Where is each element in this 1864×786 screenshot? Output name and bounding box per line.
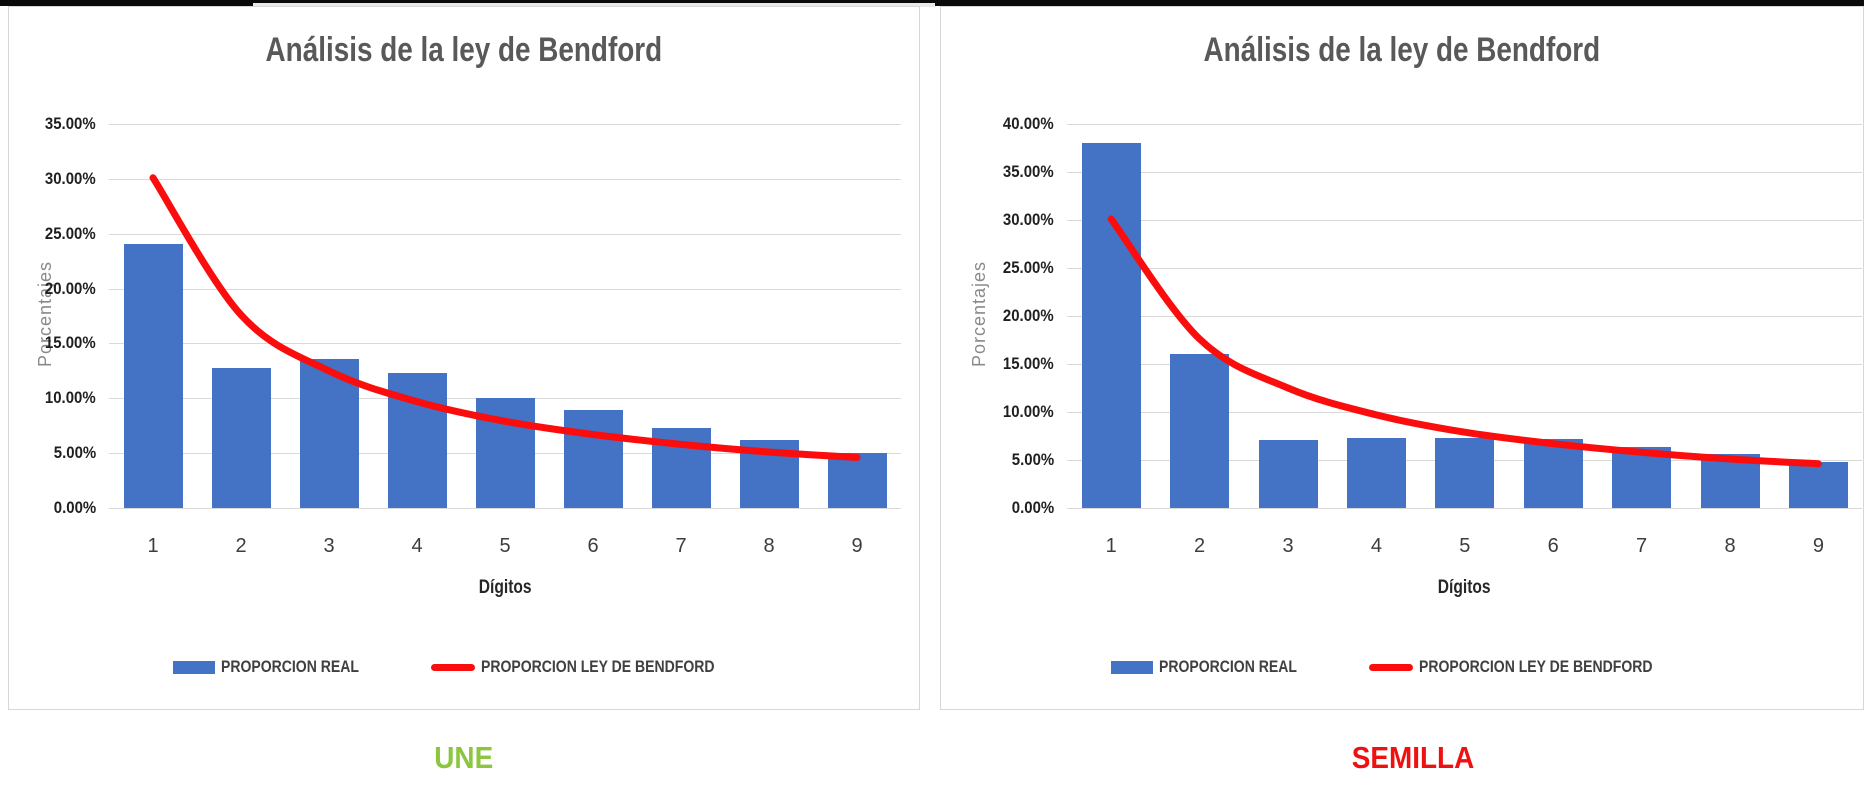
benford-line-layer <box>1107 215 1822 468</box>
caption-semilla: SEMILLA <box>1263 740 1563 776</box>
x-tick-label: 8 <box>763 535 775 557</box>
gridline <box>1067 268 1862 269</box>
legend: PROPORCION REAL PROPORCION LEY DE BENDFO… <box>941 658 1863 677</box>
x-tick-label: 1 <box>147 535 159 557</box>
gridline <box>109 178 901 180</box>
bar-digit-5 <box>1435 437 1495 508</box>
caption-une-text: UNE <box>434 740 494 775</box>
line-series-swatch <box>430 664 475 671</box>
x-tick-label: 6 <box>587 535 599 557</box>
x-axis-title-text: Dígitos <box>478 577 532 598</box>
x-tick-label: 9 <box>851 535 863 557</box>
x-tick-label: 3 <box>323 535 335 557</box>
legend-item-ley-bendford: PROPORCION LEY DE BENDFORD <box>1368 658 1694 677</box>
line-series-swatch <box>1368 664 1413 671</box>
chart-title-text: Análisis de la ley de Bendford <box>265 31 663 69</box>
y-tick-label: 35.00% <box>45 114 96 133</box>
x-tick-label: 4 <box>1370 535 1382 557</box>
y-tick-label: 40.00% <box>1003 114 1054 133</box>
bar-digit-3 <box>1258 439 1318 508</box>
x-tick-label: 6 <box>1547 535 1559 557</box>
caption-une: UNE <box>314 740 614 776</box>
x-tick-label: 5 <box>499 535 511 557</box>
chart-title-text: Análisis de la ley de Bendford <box>1203 31 1601 69</box>
bar-digit-2 <box>1170 354 1230 508</box>
y-tick-label: 20.00% <box>45 278 96 298</box>
gridline <box>1067 124 1862 125</box>
bar-digit-8 <box>739 440 799 508</box>
x-tick-label: 8 <box>1724 535 1736 557</box>
bar-series-swatch <box>1110 661 1153 674</box>
gridline <box>109 233 901 235</box>
bar-digit-1 <box>1081 143 1141 508</box>
gridline <box>1067 220 1862 221</box>
legend-label: PROPORCION REAL <box>220 658 359 676</box>
bar-digit-1 <box>123 243 183 508</box>
x-tick-label: 3 <box>1282 535 1294 557</box>
bar-digit-6 <box>563 410 623 508</box>
x-tick-label: 1 <box>1105 535 1117 557</box>
caption-semilla-text: SEMILLA <box>1351 740 1475 775</box>
y-tick-label: 0.00% <box>1011 498 1054 517</box>
y-tick-label: 25.00% <box>45 223 96 243</box>
top-bar-middle-segment <box>253 0 935 3</box>
bar-digit-8 <box>1700 454 1760 508</box>
bar-digit-9 <box>1788 461 1848 508</box>
y-tick-label: 30.00% <box>1003 210 1054 229</box>
bar-series-swatch <box>172 661 215 674</box>
bar-digit-7 <box>1612 446 1672 508</box>
legend-label: PROPORCION LEY DE BENDFORD <box>1418 658 1653 676</box>
x-tick-label: 7 <box>1636 535 1648 557</box>
x-axis-title: Dígitos <box>355 577 655 599</box>
top-bar-right-segment <box>935 0 1864 6</box>
y-tick-label: 30.00% <box>45 168 96 188</box>
bar-digit-9 <box>827 453 887 508</box>
legend-item-ley-bendford: PROPORCION LEY DE BENDFORD <box>430 658 756 677</box>
bar-digit-7 <box>651 427 711 508</box>
gridline <box>109 343 901 345</box>
y-tick-label: 5.00% <box>53 443 96 463</box>
bar-digit-5 <box>475 398 535 508</box>
y-tick-label: 10.00% <box>1003 402 1054 421</box>
top-bar-middle-light <box>253 3 935 7</box>
legend-item-proporcion-real: PROPORCION REAL <box>172 658 383 677</box>
y-tick-label: 15.00% <box>1003 354 1054 373</box>
gridline <box>109 288 901 290</box>
gridline <box>1067 172 1862 173</box>
x-tick-label: 5 <box>1459 535 1471 557</box>
y-tick-label: 15.00% <box>45 333 96 353</box>
y-tick-label: 20.00% <box>1003 306 1054 325</box>
bar-digit-2 <box>211 367 271 508</box>
legend-label: PROPORCION REAL <box>1158 658 1297 676</box>
chart-title: Análisis de la ley de Bendford <box>941 31 1863 70</box>
chart-card-semilla: Análisis de la ley de Bendford Porcentaj… <box>940 6 1864 710</box>
y-tick-label: 0.00% <box>53 498 96 517</box>
gridline <box>1067 508 1862 509</box>
chart-title: Análisis de la ley de Bendford <box>9 31 919 70</box>
bar-digit-4 <box>1346 437 1406 508</box>
legend-item-proporcion-real: PROPORCION REAL <box>1110 658 1321 677</box>
y-tick-label: 10.00% <box>45 388 96 408</box>
x-axis-title-text: Dígitos <box>1437 577 1491 598</box>
x-tick-label: 7 <box>675 535 687 557</box>
bar-digit-3 <box>299 358 359 508</box>
y-tick-label: 5.00% <box>1011 450 1054 469</box>
x-tick-label: 2 <box>235 535 247 557</box>
gridline <box>109 124 901 125</box>
x-axis-title: Dígitos <box>1314 577 1614 599</box>
gridline <box>109 508 901 509</box>
y-tick-label: 35.00% <box>1003 162 1054 181</box>
x-tick-label: 9 <box>1812 535 1824 557</box>
top-bar-left-segment <box>0 0 253 6</box>
bar-digit-4 <box>387 373 447 508</box>
legend-label: PROPORCION LEY DE BENDFORD <box>480 658 715 676</box>
x-tick-label: 4 <box>411 535 423 557</box>
gridline <box>1067 316 1862 317</box>
bar-digit-6 <box>1523 438 1583 508</box>
y-tick-label: 25.00% <box>1003 258 1054 277</box>
chart-card-une: Análisis de la ley de Bendford Porcentaj… <box>8 6 920 710</box>
legend: PROPORCION REAL PROPORCION LEY DE BENDFO… <box>9 658 919 677</box>
x-tick-label: 2 <box>1194 535 1206 557</box>
